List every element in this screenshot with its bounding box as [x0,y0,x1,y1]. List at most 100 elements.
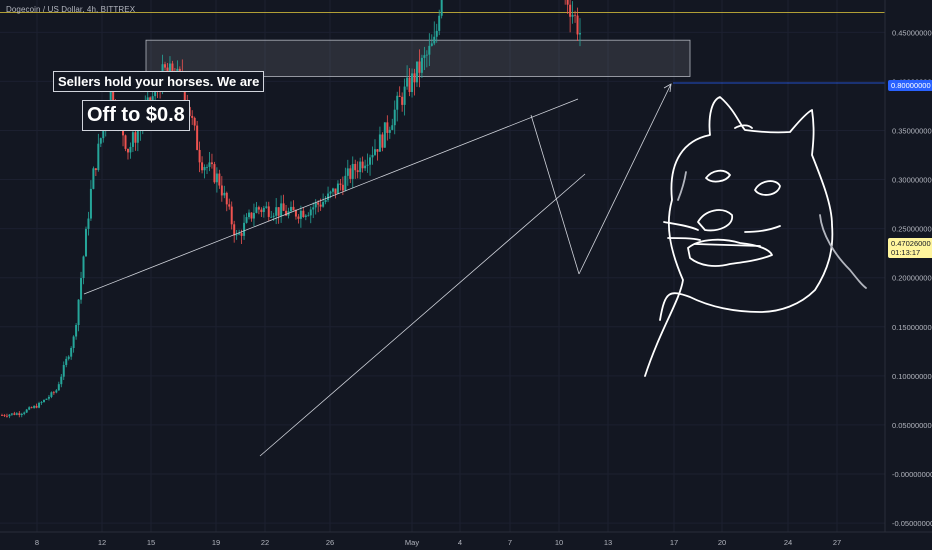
candle-body [304,215,307,218]
candle-body [401,96,404,105]
x-tick-label: 17 [670,538,678,547]
lower-trendline [259,173,586,457]
time-axis[interactable]: 8 12 15 19 22 26 May 4 7 10 13 17 20 24 27 [0,531,932,547]
candle-body [92,168,95,189]
y-tick-label: 0.15000000 [892,323,932,332]
candle-body [178,68,181,73]
candle-body [5,415,8,417]
candle-body [1,415,3,416]
candle-body [319,204,322,207]
candle-body [428,45,431,55]
candle-body [378,134,381,152]
candle-body [75,325,78,337]
x-tick-label: 15 [147,538,155,547]
candle-body [440,0,443,16]
candle-body [15,413,18,415]
candle-body [297,216,300,219]
candle-body [430,43,433,46]
candle-body [302,210,305,218]
candle-body [571,14,574,17]
candle-body [124,135,127,149]
y-tick-label: 0.30000000 [892,176,932,185]
candle-body [25,409,28,413]
candle-body [354,163,357,171]
candle-body [102,126,105,139]
y-tick-label: 0.10000000 [892,372,932,381]
candle-body [97,143,100,171]
candle-body [403,86,406,105]
candle-body [233,224,236,236]
candle-body [45,398,48,400]
candle-body [99,138,102,144]
candle-body [329,191,332,194]
note-line-2[interactable]: Off to $0.8 [82,100,190,131]
candle-body [411,73,414,93]
candle-body [265,206,268,208]
candle-body [208,162,211,167]
candle-body [371,154,374,158]
candle-body [257,207,260,210]
x-tick-label: 19 [212,538,220,547]
doge-fur-strand [819,214,867,289]
candle-body [322,202,325,207]
y-tick-label: 0.20000000 [892,274,932,283]
candle-body [290,206,292,212]
x-tick-label: May [405,538,419,547]
candle-body [38,402,41,408]
candle-body [351,163,354,179]
candle-body [70,348,73,357]
candle-body [230,206,233,225]
candle-body [89,188,92,219]
price-axis[interactable]: 0.450000000.400000000.350000000.30000000… [884,0,932,532]
y-tick-label: 0.25000000 [892,225,932,234]
candle-body [339,183,342,185]
candle-body [65,358,68,365]
upper-trendline [83,98,579,295]
candle-body [260,209,263,213]
candle-body [420,57,423,73]
candle-body [72,336,75,349]
candle-body [87,218,90,229]
candle-body [206,166,209,168]
candle-body [228,204,231,207]
candle-body [112,89,115,110]
candle-body [67,356,70,359]
candle-body [327,193,330,201]
candle-body [406,77,409,87]
candle-body [262,207,265,213]
drawing-layer [83,82,885,457]
candle-body [415,61,418,83]
candle-body [566,0,569,5]
x-tick-label: 26 [326,538,334,547]
candle-body [52,392,55,394]
note-line-1[interactable]: Sellers hold your horses. We are [53,71,265,92]
candle-body [168,63,171,73]
candle-body [23,412,26,414]
candle-body [201,162,204,171]
candle-body [13,413,16,415]
candle-body [3,415,6,416]
candle-body [569,4,572,17]
candle-body [94,168,97,171]
candle-body [277,207,280,216]
candle-body [435,30,438,37]
symbol-info: Dogecoin / US Dollar, 4h, BITTREX [6,5,136,14]
doge-whiskers [663,221,781,241]
x-tick-label: 22 [261,538,269,547]
candle-body [292,206,295,211]
candle-body [223,192,226,196]
candle-body [215,173,218,183]
candle-body [42,399,45,403]
candle-body [60,376,63,385]
candle-body [366,164,369,166]
candle-body [369,157,372,165]
candle-body [84,228,87,257]
candle-body [164,64,167,68]
candle-body [299,210,302,219]
candle-body [579,33,581,35]
candle-body [129,146,132,153]
candle-body [55,390,58,393]
candle-body [336,183,339,194]
candle-body [373,149,376,155]
